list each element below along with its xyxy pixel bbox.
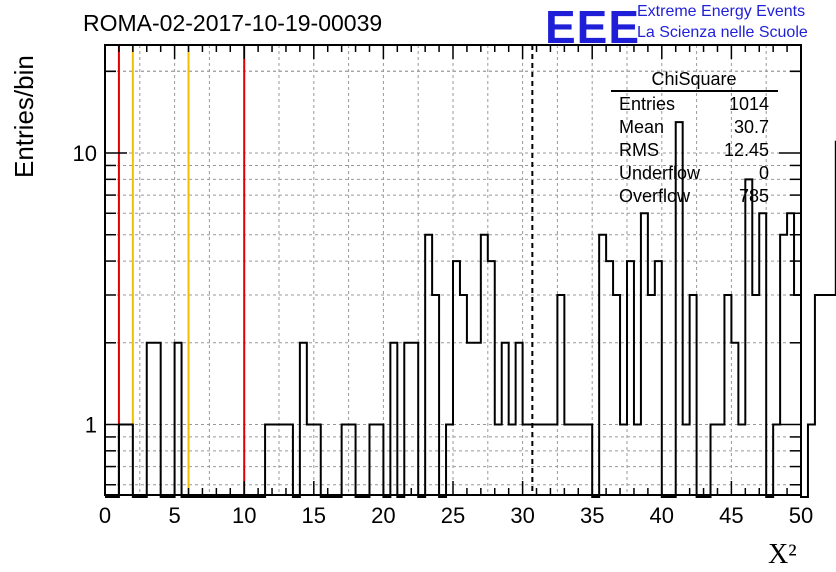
reference-lines	[117, 45, 534, 495]
stats-row-value: 30.7	[734, 117, 769, 137]
x-tick-label: 50	[789, 503, 813, 528]
stats-row-value: 12.45	[724, 140, 769, 160]
axis-ticks	[104, 45, 802, 495]
stats-row-label: Underflow	[619, 163, 701, 183]
y-tick-label: 10	[73, 141, 97, 166]
x-tick-label: 20	[371, 503, 395, 528]
stats-row-label: Mean	[619, 117, 664, 137]
x-tick-label: 40	[650, 503, 674, 528]
stats-row-label: Overflow	[619, 186, 691, 206]
x-tick-label: 15	[302, 503, 326, 528]
tick-labels: 0 5 10 15 20 25 30 35 40 45 50 1 10	[73, 141, 814, 528]
x-axis-label: X²	[768, 539, 797, 570]
x-tick-label: 30	[510, 503, 534, 528]
x-tick-label: 35	[580, 503, 604, 528]
y-axis-label: Entries/bin	[9, 55, 39, 178]
stats-row-label: Entries	[619, 94, 675, 114]
stats-row-value: 785	[739, 186, 769, 206]
stats-box-title: ChiSquare	[651, 69, 736, 89]
x-tick-label: 0	[99, 503, 111, 528]
chart-title: ROMA-02-2017-10-19-00039	[83, 10, 383, 36]
logo-subtitle-1: Extreme Energy Events	[637, 3, 806, 20]
stats-row-label: RMS	[619, 140, 659, 160]
logo-subtitle-2: La Scienza nelle Scuole	[637, 24, 808, 41]
y-tick-label: 1	[85, 413, 97, 438]
x-tick-label: 10	[232, 503, 256, 528]
histogram-outline	[105, 121, 836, 498]
stats-row-value: 1014	[729, 94, 769, 114]
stats-row-value: 0	[759, 163, 769, 183]
x-tick-label: 5	[168, 503, 180, 528]
x-tick-label: 25	[441, 503, 465, 528]
stats-box: ChiSquare Entries 1014 Mean 30.7 RMS 12.45 Und…	[611, 69, 778, 206]
x-tick-label: 45	[719, 503, 743, 528]
